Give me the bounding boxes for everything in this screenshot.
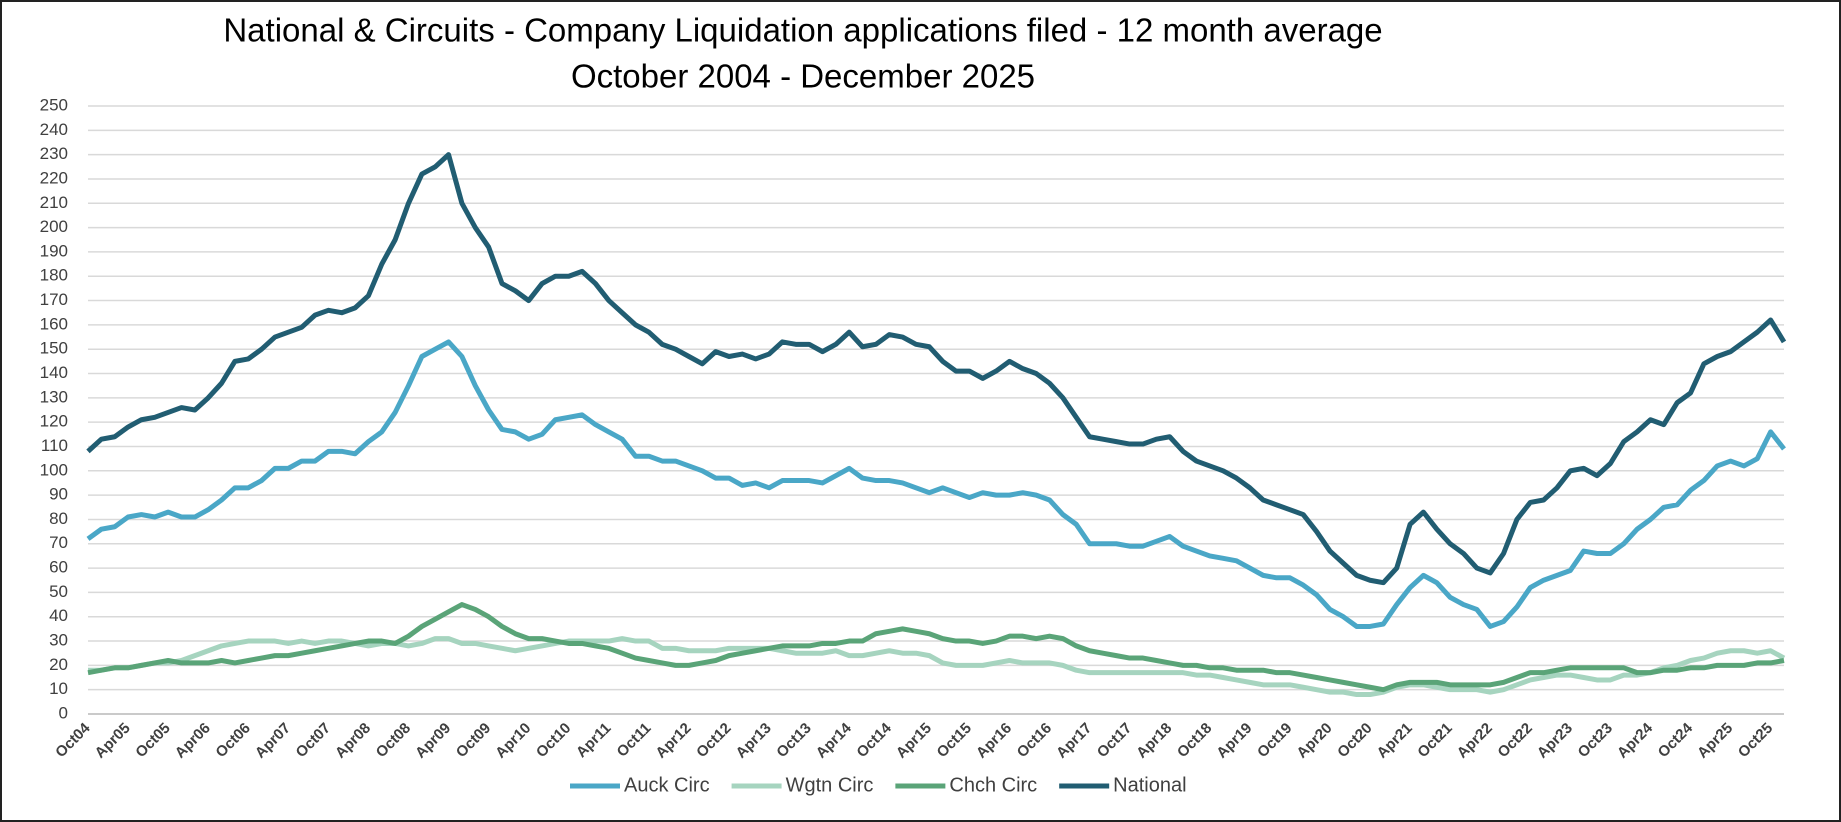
legend-label: National xyxy=(1113,774,1186,796)
series-line xyxy=(86,152,1787,586)
legend-label: Auck Circ xyxy=(624,774,710,796)
y-tick-label: 210 xyxy=(40,193,68,212)
y-tick-label: 40 xyxy=(49,606,68,625)
y-tick-label: 70 xyxy=(49,533,68,552)
y-tick-label: 240 xyxy=(40,120,68,139)
series-line xyxy=(87,602,1785,693)
y-tick-label: 140 xyxy=(40,363,68,382)
y-tick-label: 110 xyxy=(41,436,68,455)
y-tick-label: 90 xyxy=(49,485,68,504)
legend-label: Wgtn Circ xyxy=(786,774,874,796)
y-tick-label: 130 xyxy=(40,387,68,406)
y-tick-label: 50 xyxy=(49,582,68,601)
y-tick-label: 160 xyxy=(40,314,68,333)
y-tick-label: 60 xyxy=(49,558,68,577)
series-line xyxy=(88,636,1786,698)
legend-label: Chch Circ xyxy=(949,774,1037,796)
y-tick-label: 170 xyxy=(40,290,68,309)
y-tick-label: 190 xyxy=(40,241,68,260)
y-tick-label: 120 xyxy=(40,412,68,431)
y-tick-label: 230 xyxy=(40,144,68,163)
y-tick-label: 200 xyxy=(40,217,68,236)
y-tick-label: 20 xyxy=(49,655,68,674)
y-tick-label: 30 xyxy=(49,631,68,650)
y-tick-label: 180 xyxy=(40,266,68,285)
y-tick-label: 10 xyxy=(49,679,68,698)
series-line xyxy=(86,339,1786,629)
y-tick-label: 220 xyxy=(40,168,68,187)
y-tick-label: 80 xyxy=(49,509,68,528)
y-tick-label: 100 xyxy=(40,460,68,479)
chart-title: National & Circuits - Company Liquidatio… xyxy=(223,12,1382,49)
y-tick-label: 150 xyxy=(40,339,68,358)
chart-subtitle: October 2004 - December 2025 xyxy=(571,58,1035,95)
y-tick-label: 0 xyxy=(59,703,68,722)
y-tick-label: 250 xyxy=(40,95,68,114)
